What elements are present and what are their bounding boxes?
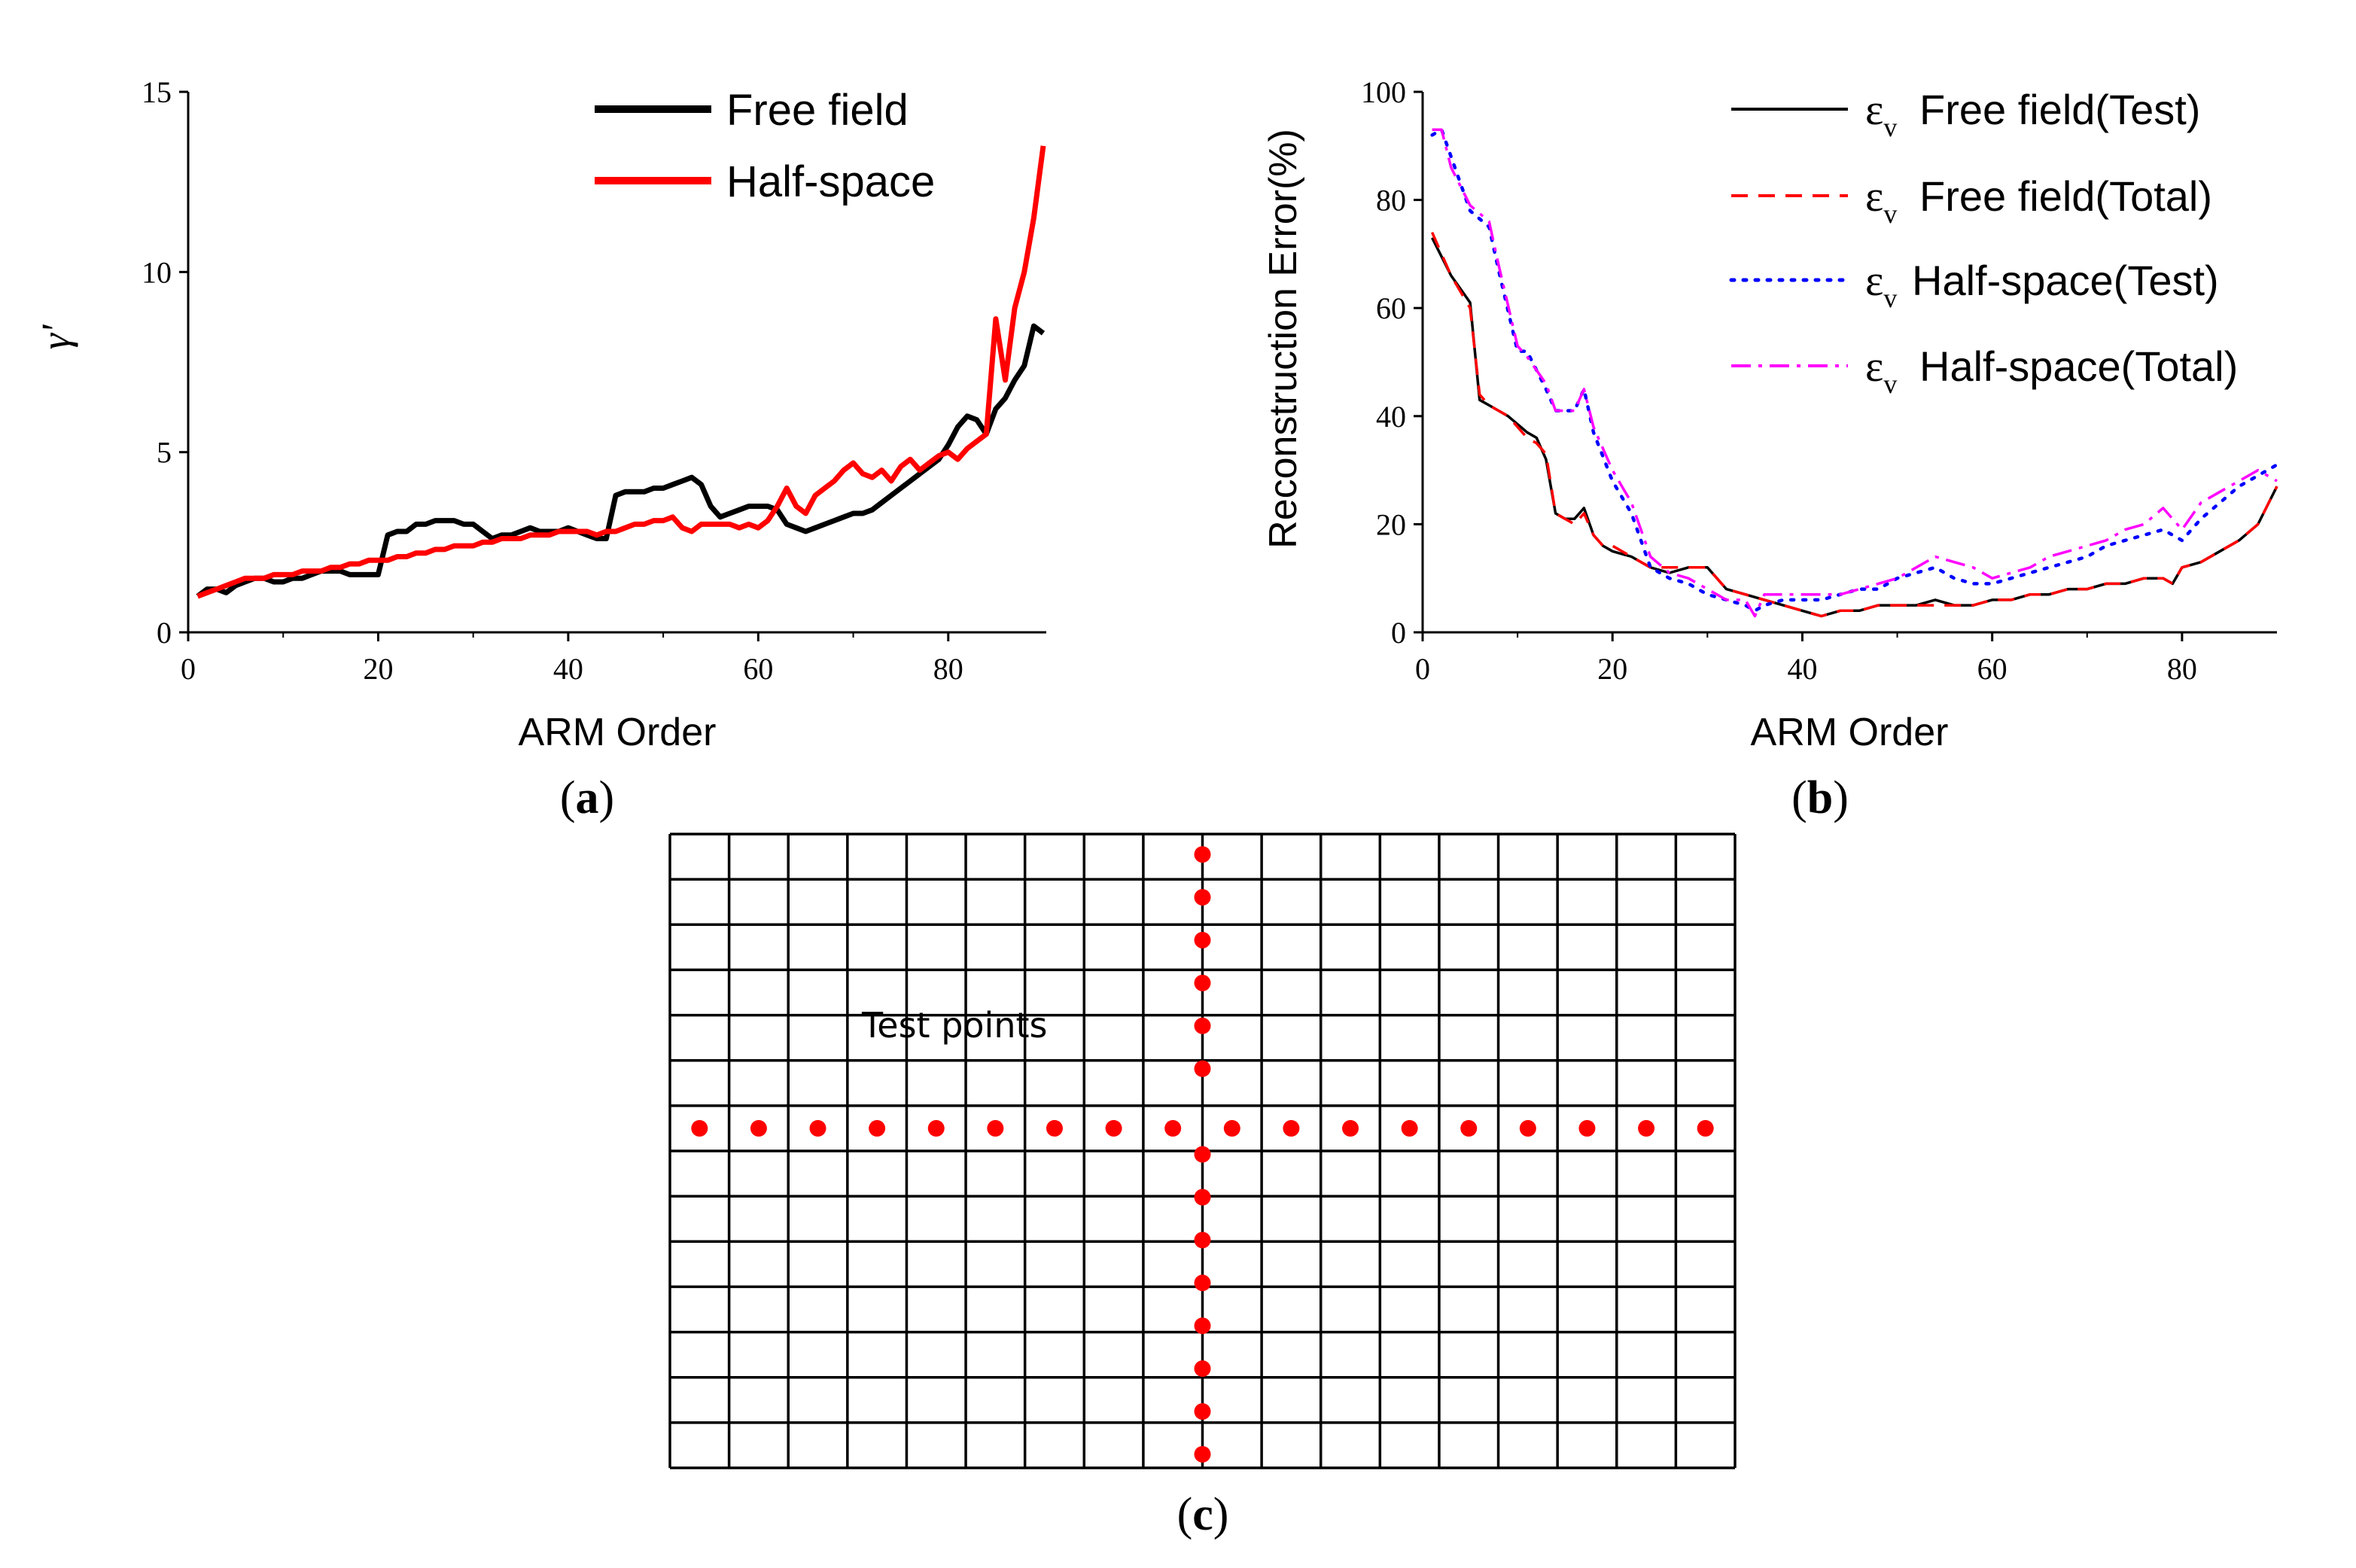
chart-b-series-half-space-total	[1432, 128, 2278, 618]
test-point	[809, 1119, 826, 1137]
legend-eps-hs-test: εv	[1865, 256, 1897, 313]
chart-b-y-axis-label: Reconstruction Error(%)	[1262, 129, 1305, 549]
test-point	[1194, 974, 1211, 991]
test-point	[927, 1119, 945, 1137]
chart-b-x-tick-label: 60	[1977, 652, 2007, 686]
legend-label-ff-test: Free field(Test)	[1919, 86, 2200, 133]
panel-label-a-letter: a	[576, 772, 599, 824]
chart-a-x-tick-label: 20	[363, 652, 393, 686]
chart-b-y-tick-label: 0	[1391, 616, 1406, 650]
legend-label-half-space: Half-space	[726, 157, 935, 206]
test-point	[1697, 1119, 1714, 1137]
test-point	[1194, 1317, 1211, 1335]
legend-eps-subscript: v	[1883, 112, 1897, 142]
test-point	[1194, 1360, 1211, 1378]
test-point	[1194, 1017, 1211, 1034]
chart-a-x-tick-label: 80	[933, 652, 963, 686]
test-point	[987, 1119, 1004, 1137]
test-point	[1046, 1119, 1063, 1137]
legend-label-ff-total: Free field(Total)	[1919, 172, 2212, 220]
chart-a-x-tick-label: 40	[553, 652, 583, 686]
test-point	[1194, 1403, 1211, 1420]
chart-b-series-free-field-total	[1430, 231, 2278, 618]
test-point	[1283, 1119, 1300, 1137]
chart-b-y-tick-label: 100	[1361, 75, 1406, 109]
chart-a-series-half-space	[196, 145, 1046, 599]
legend-eps-symbol: ε	[1865, 342, 1883, 391]
test-point	[1578, 1119, 1596, 1137]
legend-eps-hs-total: εv	[1865, 342, 1897, 399]
chart-b-x-axis-label: ARM Order	[1751, 711, 1949, 754]
panel-label-c: (c)	[1177, 1489, 1229, 1540]
legend-eps-symbol: ε	[1865, 256, 1883, 305]
test-point	[1194, 931, 1211, 948]
test-point	[1194, 1274, 1211, 1292]
chart-a-y-tick-label: 5	[157, 436, 172, 470]
chart-a-x-axis-label: ARM Order	[519, 711, 717, 754]
chart-b-x-tick-label: 0	[1415, 652, 1430, 686]
chart-b-ticks: 0 20 40 60 80 0 20 40 60 80 100	[1361, 75, 2197, 686]
legend-eps-subscript: v	[1883, 283, 1897, 313]
panel-label-a: (a)	[560, 772, 614, 824]
legend-eps-symbol: ε	[1865, 85, 1883, 134]
chart-b-series-half-space-test	[1430, 128, 2279, 613]
panel-label-c-letter: c	[1192, 1489, 1213, 1540]
chart-b-y-tick-label: 60	[1376, 291, 1406, 325]
chart-a-plot-area	[196, 145, 1046, 599]
chart-a-series-free-field	[196, 323, 1046, 598]
chart-b-y-tick-label: 20	[1376, 507, 1406, 541]
test-point	[1194, 1232, 1211, 1249]
test-point	[1194, 1146, 1211, 1163]
test-point	[1401, 1119, 1418, 1137]
legend-label-free-field: Free field	[726, 86, 909, 135]
legend-eps-ff-test: εv	[1865, 85, 1897, 142]
test-point	[1105, 1119, 1122, 1137]
test-point	[1638, 1119, 1655, 1137]
test-point	[1223, 1119, 1240, 1137]
test-point	[1194, 1445, 1211, 1463]
chart-b-y-tick-label: 80	[1376, 184, 1406, 218]
test-point	[1194, 1189, 1211, 1206]
test-point	[750, 1119, 767, 1137]
test-point	[1194, 1060, 1211, 1077]
chart-a-x-tick-label: 60	[743, 652, 773, 686]
chart-b-plot-area	[1430, 128, 2279, 618]
chart-b-x-tick-label: 80	[2167, 652, 2197, 686]
chart-a-y-axis-label: γ'	[33, 324, 78, 349]
test-point-grid: Test points (c)	[668, 833, 1737, 1540]
chart-b-x-tick-label: 40	[1787, 652, 1817, 686]
legend-label-hs-test: Half-space(Test)	[1912, 257, 2219, 304]
grid-test-points	[691, 846, 1714, 1463]
test-point	[1194, 888, 1211, 906]
test-points-annotation: Test points	[861, 1005, 1048, 1046]
chart-a-ticks: 0 20 40 60 80 0 5 10 15	[142, 75, 963, 686]
legend-eps-symbol: ε	[1865, 172, 1883, 221]
legend-eps-subscript: v	[1883, 369, 1897, 399]
chart-a-y-tick-label: 10	[142, 255, 172, 289]
test-point	[1460, 1119, 1478, 1137]
test-point	[1342, 1119, 1359, 1137]
legend-label-hs-total: Half-space(Total)	[1919, 343, 2238, 390]
chart-b: 0 20 40 60 80 0 20 40 60 80 100 ARM Order Reconstr…	[1262, 75, 2279, 824]
chart-a-legend: Free field Half-space	[595, 86, 935, 206]
legend-eps-ff-total: εv	[1865, 172, 1897, 229]
panel-label-b-letter: b	[1807, 772, 1833, 824]
chart-a-y-tick-label: 0	[157, 616, 172, 650]
test-point	[1164, 1119, 1182, 1137]
legend-eps-subscript: v	[1883, 199, 1897, 229]
chart-a: 0 20 40 60 80 0 5 10 15 ARM Order γ' Free field …	[33, 75, 1046, 824]
test-point	[691, 1119, 708, 1137]
chart-b-x-tick-label: 20	[1597, 652, 1627, 686]
chart-b-legend: εv Free field(Test) εv Free field(Total)…	[1729, 85, 2238, 399]
test-point	[1194, 846, 1211, 863]
chart-b-y-tick-label: 40	[1376, 400, 1406, 434]
panel-label-b: (b)	[1791, 772, 1849, 824]
test-point	[869, 1119, 886, 1137]
chart-a-y-tick-label: 15	[142, 75, 172, 109]
test-point	[1519, 1119, 1536, 1137]
chart-a-x-tick-label: 0	[181, 652, 196, 686]
